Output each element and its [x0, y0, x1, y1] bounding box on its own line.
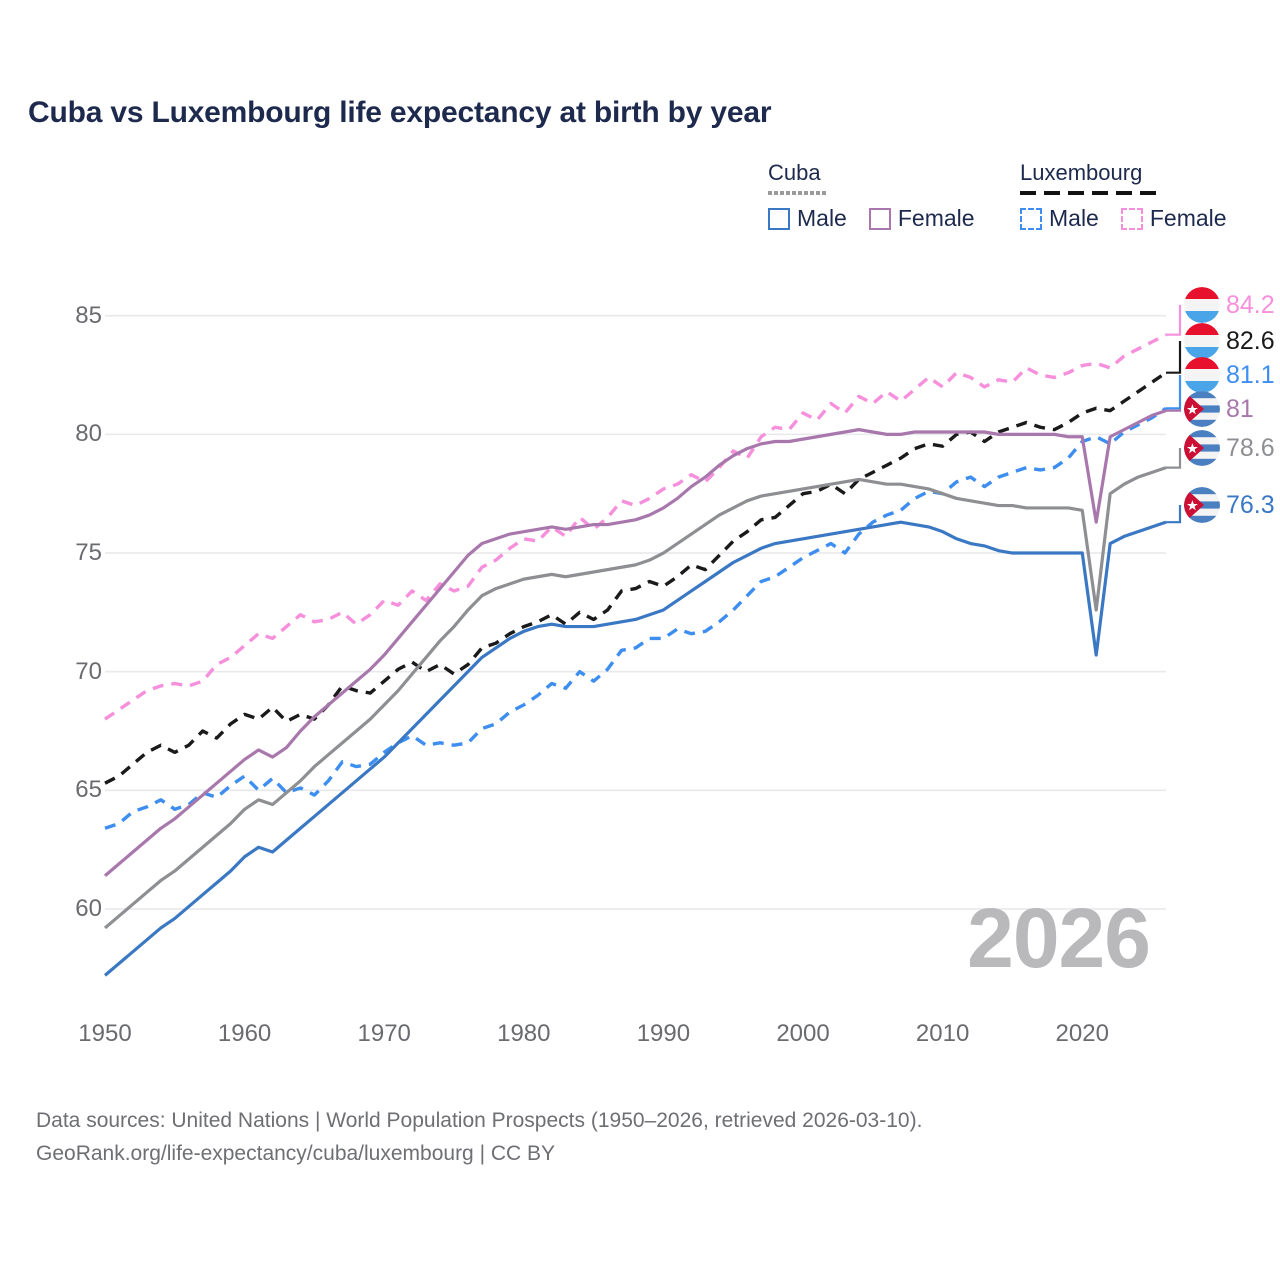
- luxembourg-flag-icon: [1184, 323, 1220, 359]
- series-end-value: 76.3: [1226, 490, 1275, 519]
- series-leader-line: [1166, 505, 1182, 524]
- y-tick-label: 65: [75, 776, 102, 804]
- footer-attribution: GeoRank.org/life-expectancy/cuba/luxembo…: [36, 1141, 556, 1165]
- x-tick-label: 2020: [1055, 1020, 1109, 1047]
- y-tick-label: 75: [75, 539, 102, 567]
- series-end-value: 81.1: [1226, 360, 1275, 389]
- series-end-value: 81: [1226, 394, 1254, 423]
- x-tick-label: 2010: [915, 1020, 970, 1047]
- legend-rule-luxembourg: [1020, 191, 1162, 195]
- y-tick-label: 70: [75, 657, 102, 685]
- series-end-label: 76.3: [1184, 487, 1275, 523]
- x-tick-label: 1990: [636, 1020, 691, 1047]
- legend-label: Female: [1149, 205, 1227, 231]
- legend-item-luxembourg-male[interactable]: Male: [1020, 205, 1099, 232]
- x-tick-label: 1970: [357, 1020, 411, 1047]
- legend-label: Male: [797, 205, 847, 231]
- series-line: [104, 333, 1167, 721]
- legend-swatch-icon: [1120, 207, 1143, 230]
- legend-swatch-icon: [868, 207, 891, 230]
- series-leader-line: [1166, 409, 1182, 412]
- series-end-label: 78.6: [1184, 430, 1275, 466]
- page-title: Cuba vs Luxembourg life expectancy at bi…: [28, 96, 772, 129]
- legend-country-luxembourg: Luxembourg: [1020, 160, 1143, 185]
- legend-item-cuba-female[interactable]: Female: [868, 205, 975, 232]
- luxembourg-flag-icon: [1184, 287, 1220, 323]
- series-leader-line: [1166, 448, 1182, 469]
- legend-label: Male: [1049, 205, 1099, 231]
- series-end-label: 81.1: [1184, 357, 1275, 393]
- footer-sources: Data sources: United Nations | World Pop…: [36, 1109, 923, 1132]
- y-tick-label: 60: [75, 894, 102, 922]
- y-tick-label: 85: [75, 301, 102, 329]
- series-end-label: 84.2: [1184, 287, 1275, 323]
- x-tick-label: 2000: [776, 1020, 830, 1047]
- legend-item-cuba-male[interactable]: Male: [768, 205, 847, 232]
- legend-group-cuba: Cuba Male Female: [768, 160, 975, 232]
- cuba-flag-icon: [1184, 391, 1220, 427]
- series-end-value: 82.6: [1226, 326, 1275, 355]
- cuba-flag-icon: [1184, 430, 1220, 466]
- legend-group-luxembourg: Luxembourg Male Female: [1020, 160, 1227, 232]
- cuba-flag-icon: [1184, 430, 1220, 466]
- plot-area: Life expectancy, years 2026 606570758085…: [0, 250, 1280, 1050]
- legend-country-cuba: Cuba: [768, 160, 821, 185]
- series-line: [103, 520, 1167, 977]
- series-line: [103, 409, 1167, 877]
- legend-item-luxembourg-female[interactable]: Female: [1120, 205, 1227, 232]
- cuba-flag-icon: [1184, 487, 1220, 523]
- series-leader-line: [1166, 305, 1182, 336]
- footer: Data sources: United Nations | World Pop…: [36, 1105, 1236, 1170]
- luxembourg-flag-icon: [1184, 323, 1220, 359]
- cuba-flag-icon: [1184, 391, 1220, 427]
- series-line: [104, 371, 1167, 785]
- series-leader-line: [1166, 341, 1182, 374]
- year-watermark: 2026: [967, 891, 1151, 985]
- luxembourg-flag-icon: [1184, 287, 1220, 323]
- chart-legend: Cuba Male Female Luxembourg Male: [760, 160, 1260, 240]
- legend-swatch-icon: [1020, 207, 1042, 230]
- series-leader-line: [1166, 375, 1182, 410]
- cuba-flag-icon: [1184, 487, 1220, 523]
- x-tick-label: 1980: [497, 1020, 551, 1047]
- legend-label: Female: [897, 205, 975, 231]
- series-end-value: 84.2: [1226, 290, 1275, 319]
- series-line: [103, 466, 1167, 930]
- series-end-value: 78.6: [1226, 433, 1275, 462]
- series-end-label: 81: [1184, 391, 1254, 427]
- luxembourg-flag-icon: [1184, 357, 1220, 393]
- y-tick-label: 80: [75, 420, 102, 448]
- line-chart: [103, 305, 1182, 977]
- x-tick-label: 1950: [78, 1020, 132, 1047]
- series-line: [104, 406, 1167, 830]
- legend-rule-cuba: [768, 191, 826, 195]
- legend-swatch-icon: [768, 207, 790, 230]
- luxembourg-flag-icon: [1184, 357, 1220, 393]
- series-end-label: 82.6: [1184, 323, 1275, 359]
- x-tick-label: 1960: [217, 1020, 272, 1047]
